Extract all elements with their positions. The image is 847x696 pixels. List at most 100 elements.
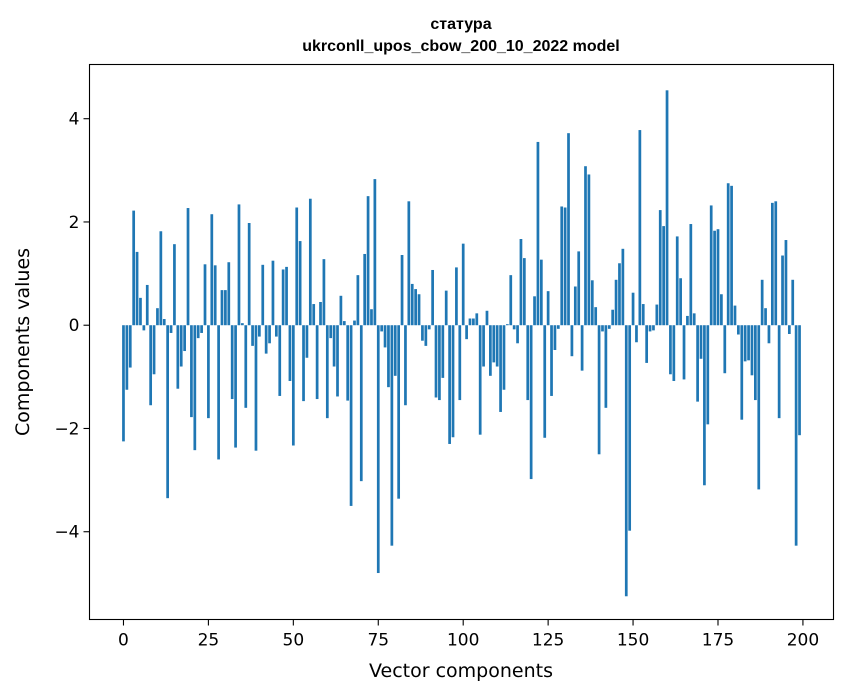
- bars-group: [122, 90, 801, 597]
- bar-190: [767, 325, 771, 344]
- bar-176: [720, 294, 723, 326]
- bar-149: [628, 325, 632, 531]
- x-tick-label: 150: [617, 631, 649, 651]
- bar-192: [774, 201, 778, 326]
- bar-114: [509, 275, 513, 326]
- bar-94: [441, 325, 445, 378]
- bar-69: [356, 275, 360, 326]
- bar-18: [183, 325, 186, 352]
- bar-109: [492, 325, 496, 363]
- bar-5: [139, 297, 142, 326]
- bar-122: [536, 141, 540, 326]
- bar-81: [397, 325, 401, 499]
- bar-164: [679, 278, 682, 326]
- bar-108: [489, 325, 492, 376]
- bar-177: [723, 325, 727, 374]
- x-tick-label: 75: [367, 631, 389, 651]
- bar-83: [404, 325, 407, 406]
- bar-160: [665, 90, 669, 326]
- bar-188: [760, 279, 764, 326]
- bar-198: [794, 325, 798, 546]
- bar-185: [750, 325, 754, 376]
- bar-111: [499, 325, 502, 412]
- bar-9: [152, 325, 156, 375]
- bar-172: [706, 325, 710, 425]
- bar-136: [584, 166, 587, 326]
- bar-95: [444, 290, 448, 326]
- bar-145: [614, 279, 618, 326]
- bar-12: [162, 319, 166, 326]
- bar-92: [434, 325, 438, 398]
- bar-58: [319, 301, 322, 326]
- bar-115: [512, 325, 516, 330]
- bar-25: [207, 325, 210, 419]
- bar-147: [621, 248, 625, 326]
- bar-148: [624, 325, 628, 597]
- bar-13: [166, 325, 169, 499]
- bar-171: [703, 325, 706, 486]
- bar-42: [264, 325, 268, 354]
- bar-116: [516, 325, 519, 344]
- bar-100: [461, 243, 465, 326]
- bar-71: [363, 253, 367, 326]
- bar-32: [230, 325, 234, 400]
- bar-53: [302, 325, 305, 402]
- bar-28: [217, 325, 220, 460]
- bar-189: [764, 308, 767, 326]
- bar-131: [567, 133, 570, 326]
- bar-75: [376, 325, 380, 574]
- bar-84: [407, 201, 411, 326]
- bar-137: [587, 174, 591, 326]
- bar-153: [641, 304, 645, 326]
- bar-17: [179, 325, 183, 367]
- y-tick-label: −2: [54, 419, 79, 439]
- bar-186: [754, 325, 757, 401]
- bar-119: [526, 325, 530, 401]
- bar-73: [370, 309, 373, 326]
- bar-57: [315, 325, 319, 400]
- bar-124: [543, 325, 547, 438]
- bar-194: [781, 255, 784, 326]
- bar-0: [122, 325, 125, 442]
- bar-143: [607, 325, 611, 329]
- bar-181: [737, 325, 740, 335]
- bar-34: [237, 204, 241, 326]
- bar-168: [692, 313, 696, 326]
- bar-134: [577, 251, 581, 326]
- bar-118: [522, 258, 526, 326]
- bar-166: [686, 315, 689, 326]
- bar-3: [132, 210, 136, 326]
- x-axis-label: Vector components: [369, 660, 553, 682]
- bar-46: [278, 325, 282, 396]
- bar-159: [662, 226, 665, 326]
- bar-91: [431, 269, 434, 326]
- bar-87: [417, 294, 421, 326]
- bar-70: [359, 325, 363, 482]
- chart-title-line-1: статура: [430, 16, 491, 33]
- bar-54: [305, 325, 309, 358]
- bar-187: [757, 325, 761, 490]
- bar-107: [485, 310, 489, 326]
- bar-102: [468, 318, 472, 326]
- bar-8: [149, 325, 153, 406]
- bar-154: [645, 325, 649, 363]
- bar-139: [594, 307, 598, 326]
- bar-98: [455, 267, 458, 326]
- bar-82: [400, 255, 404, 326]
- bar-103: [472, 318, 475, 326]
- bar-26: [210, 214, 214, 326]
- bar-93: [438, 325, 441, 401]
- bar-76: [380, 325, 384, 332]
- bar-55: [308, 198, 312, 326]
- bar-175: [716, 229, 720, 326]
- bar-1: [125, 325, 129, 390]
- chart-title-line-2: ukrconll_upos_cbow_200_10_2022 model: [302, 38, 619, 55]
- bar-61: [329, 325, 333, 339]
- bar-22: [196, 325, 200, 339]
- bar-101: [465, 325, 468, 340]
- bar-77: [383, 325, 387, 348]
- bar-41: [261, 264, 265, 326]
- bar-68: [353, 320, 356, 326]
- bar-197: [791, 279, 795, 326]
